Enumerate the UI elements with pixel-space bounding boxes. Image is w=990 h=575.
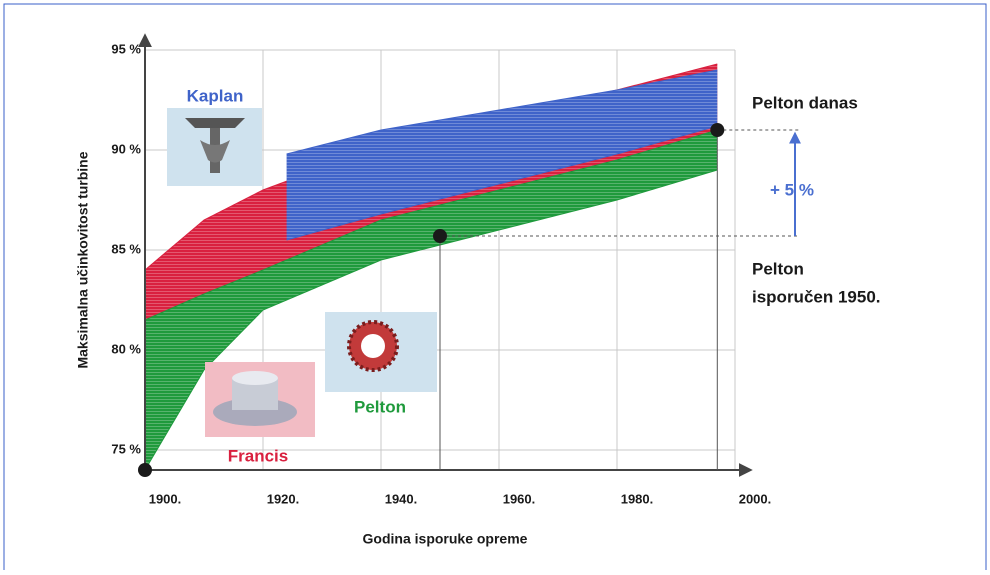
pelton-icon [325,312,437,392]
band-edge [144,169,718,471]
x-tick-label: 1900. [149,491,182,506]
overlay [138,33,801,477]
x-tick-label: 1980. [621,491,654,506]
annotation: Pelton [752,259,804,278]
francis-icon [205,362,315,437]
annotation: isporučen 1950. [752,287,881,306]
x-tick-label: 1960. [503,491,536,506]
band-texture [145,130,718,470]
frame [3,3,987,575]
series-label: Kaplan [187,86,244,105]
x-tick-label: 2000. [739,491,772,506]
kaplan-icon [167,108,262,186]
x-tick-label: 1940. [385,491,418,506]
band-edge [286,69,718,155]
band-edge [286,125,718,241]
point [433,229,447,243]
x-tick-label: 1920. [267,491,300,506]
y-tick-label: 80 % [111,341,141,356]
band-edge [144,129,718,321]
y-tick-label: 95 % [111,41,141,56]
series-label: Francis [228,446,288,465]
y-axis-label: Maksimalna učinkovitost turbine [75,151,91,368]
y-tick-label: 85 % [111,241,141,256]
series-label: Pelton [354,397,406,416]
y-tick-label: 75 % [111,441,141,456]
point [138,463,152,477]
y-tick-label: 90 % [111,141,141,156]
point [710,123,725,137]
bands [144,63,718,471]
x-axis-label: Godina isporuke opreme [363,531,528,547]
annotation: Pelton danas [752,93,858,112]
annotation: + 5 % [770,180,814,199]
band-texture [286,70,718,240]
